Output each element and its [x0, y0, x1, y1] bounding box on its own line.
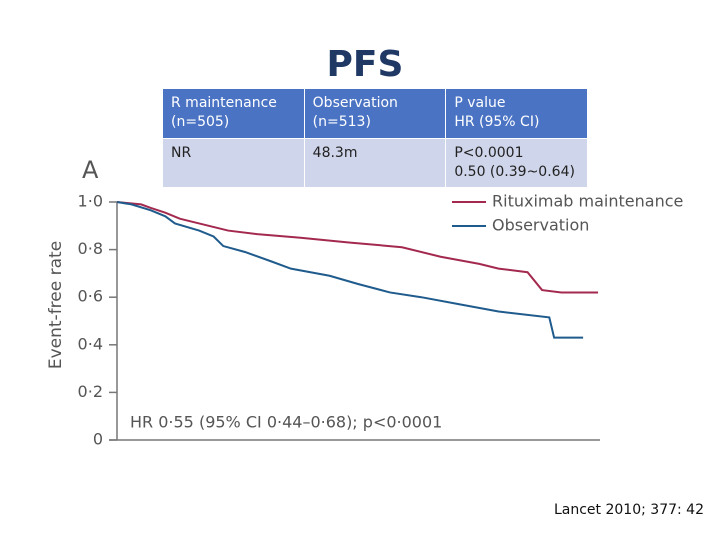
cell-line: P<0.0001 — [454, 145, 524, 161]
series-line — [116, 201, 584, 339]
y-tick-label: 0·2 — [78, 382, 103, 401]
y-tick-label: 0·4 — [78, 334, 103, 353]
cell-line: (n=513) — [312, 114, 371, 130]
cell-line: (n=505) — [171, 114, 230, 130]
table-cell: R maintenance (n=505) — [162, 88, 305, 139]
y-tick-label: 0·8 — [78, 239, 103, 258]
table-cell: P<0.0001 0.50 (0.39~0.64) — [445, 138, 588, 188]
table-cell: Observation (n=513) — [303, 88, 447, 139]
citation: Lancet 2010; 377: 42 — [553, 502, 704, 518]
y-axis-label: Event-free rate — [46, 241, 66, 369]
panel-label: A — [82, 156, 99, 184]
table-cell: 48.3m — [303, 138, 447, 188]
series-line — [116, 201, 599, 294]
cell-line: 48.3m — [312, 145, 358, 161]
table-row: R maintenance (n=505) Observation (n=513) P … — [162, 88, 588, 139]
legend-label: Rituximab maintenance — [492, 192, 683, 211]
cell-line: NR — [171, 145, 192, 161]
summary-table: R maintenance (n=505) Observation (n=513) P … — [162, 88, 588, 188]
cell-line: P value — [454, 95, 506, 111]
y-tick-label: 0·6 — [78, 287, 103, 306]
cell-line: HR (95% CI) — [454, 114, 540, 130]
cell-line: R maintenance — [171, 95, 277, 111]
legend-label: Observation — [492, 216, 589, 235]
slide-title: PFS — [326, 44, 404, 85]
cell-line: Observation — [312, 95, 398, 111]
annotation: HR 0·55 (95% CI 0·44–0·68); p<0·0001 — [130, 413, 442, 432]
cell-line: 0.50 (0.39~0.64) — [454, 164, 575, 180]
table-cell: NR — [162, 138, 305, 188]
table-row: NR 48.3m P<0.0001 0.50 (0.39~0.64) — [162, 138, 588, 188]
y-tick-label: 0 — [93, 430, 103, 449]
table-cell: P value HR (95% CI) — [445, 88, 588, 139]
y-tick-label: 1·0 — [78, 192, 103, 211]
